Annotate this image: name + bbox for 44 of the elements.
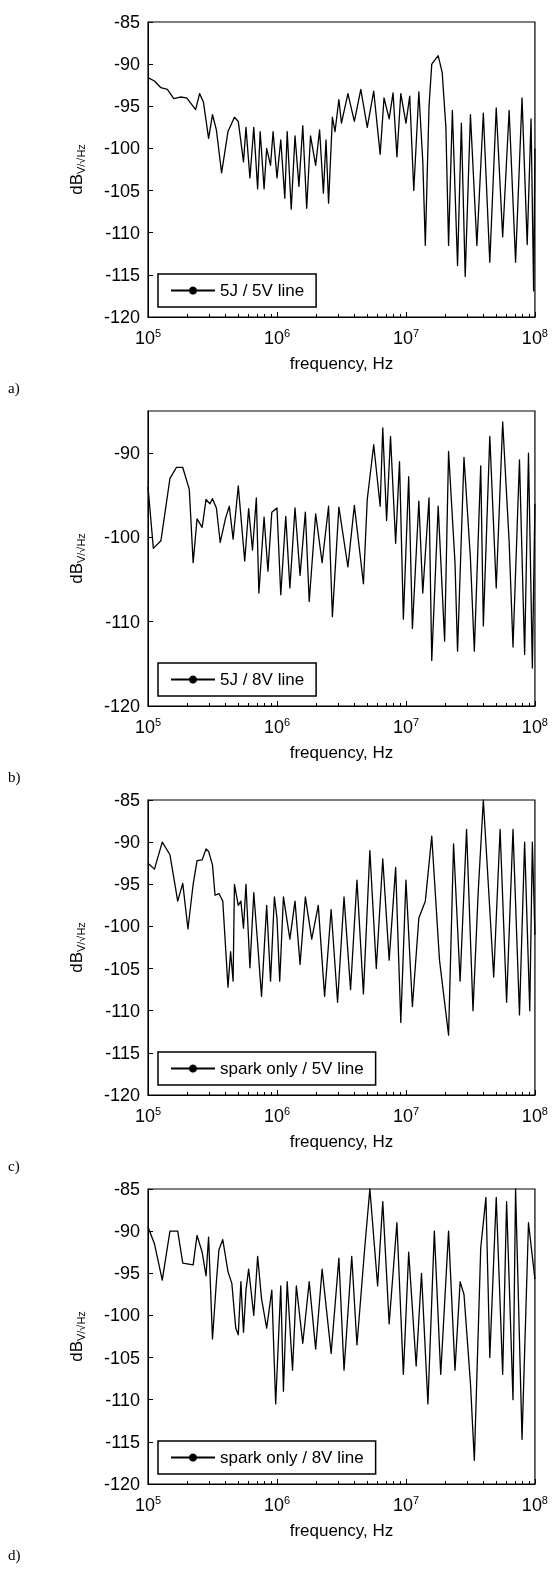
- text: a): [8, 379, 20, 397]
- y-tick-label: -85: [113, 12, 140, 32]
- y-axis-title: dBV/√Hz: [67, 922, 87, 973]
- x-axis-title: frequency, Hz: [289, 1521, 394, 1540]
- y-tick-label: -100: [103, 916, 140, 937]
- y-tick-label: -115: [105, 1431, 140, 1452]
- y-tick-label: -120: [103, 696, 140, 716]
- y-tick-label: -120: [103, 307, 140, 327]
- legend-label: spark only / 8V line: [220, 1448, 364, 1467]
- x-axis-title: frequency, Hz: [289, 743, 394, 762]
- y-tick-label: -95: [113, 1263, 140, 1284]
- y-tick-label: -110: [105, 611, 140, 632]
- text: c): [8, 1157, 20, 1175]
- y-tick-label: -105: [103, 958, 140, 979]
- y-tick-label: -105: [103, 1347, 140, 1368]
- y-tick-label: -100: [103, 527, 140, 548]
- legend-label: 5J / 8V line: [220, 670, 305, 689]
- y-tick-label: -110: [105, 222, 140, 243]
- y-tick-label: -95: [113, 874, 140, 895]
- y-axis-title: dBV/√Hz: [67, 533, 87, 584]
- x-axis-title: frequency, Hz: [289, 1132, 394, 1151]
- y-tick-label: -90: [113, 54, 140, 75]
- y-axis-title: dBV/√Hz: [67, 144, 87, 195]
- y-tick-label: -110: [105, 1389, 140, 1410]
- y-tick-label: -90: [113, 1221, 140, 1242]
- y-tick-label: -85: [113, 1179, 140, 1199]
- y-tick-label: -100: [103, 1305, 140, 1326]
- y-tick-label: -85: [113, 790, 140, 810]
- legend-label: 5J / 5V line: [220, 281, 305, 300]
- y-tick-label: -95: [113, 96, 140, 117]
- y-tick-label: -115: [105, 264, 140, 285]
- text: b): [8, 768, 21, 786]
- y-axis-title: dBV/√Hz: [67, 1311, 87, 1362]
- y-tick-label: -90: [113, 832, 140, 853]
- y-tick-label: -120: [103, 1085, 140, 1105]
- y-tick-label: -105: [103, 180, 140, 201]
- text: d): [8, 1546, 21, 1564]
- y-tick-label: -100: [103, 138, 140, 159]
- y-tick-label: -110: [105, 1000, 140, 1021]
- legend-label: spark only / 5V line: [220, 1059, 364, 1078]
- x-axis-title: frequency, Hz: [289, 354, 394, 373]
- y-tick-label: -115: [105, 1042, 140, 1063]
- y-tick-label: -120: [103, 1474, 140, 1494]
- y-tick-label: -90: [113, 443, 140, 464]
